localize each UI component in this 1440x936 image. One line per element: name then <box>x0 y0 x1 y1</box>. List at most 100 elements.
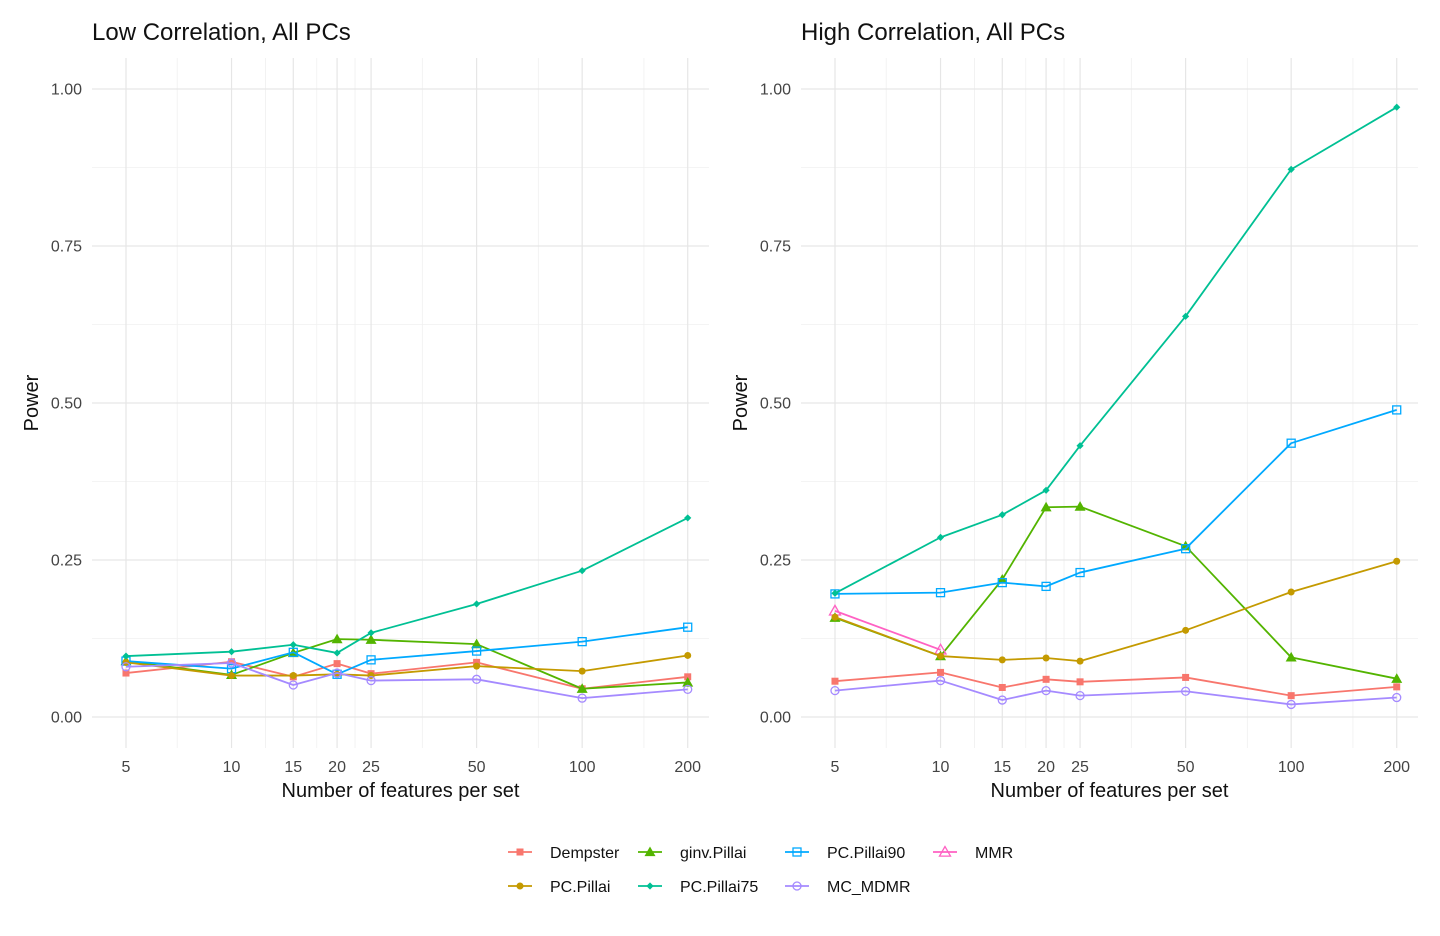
data-point <box>1287 165 1295 173</box>
legend: Dempster ginv.Pillai PC.Pillai90 MMR PC.Pill… <box>508 845 1013 896</box>
x-tick-label: 15 <box>993 759 1011 776</box>
legend-key-marker <box>644 846 656 857</box>
y-tick-label: 0.00 <box>51 710 82 727</box>
y-tick-label: 0.25 <box>51 553 82 570</box>
data-point <box>578 667 586 675</box>
series-mc-mdmr <box>121 658 693 703</box>
data-point <box>997 577 1007 588</box>
series-pc-pillai75 <box>831 103 1401 597</box>
legend-item-pc-pillai75: PC.Pillai75 <box>638 879 758 896</box>
series-line <box>834 671 1397 697</box>
data-point <box>1041 581 1051 592</box>
data-point <box>684 651 692 659</box>
legend-label: MMR <box>975 845 1013 862</box>
data-point <box>576 683 588 693</box>
data-point <box>936 533 945 541</box>
data-point <box>998 656 1006 664</box>
x-tick-label: 50 <box>1177 759 1195 776</box>
data-point <box>935 675 946 686</box>
series-line <box>834 505 1397 680</box>
x-tick-label: 20 <box>328 759 346 776</box>
legend-item-pc-pillai90: PC.Pillai90 <box>785 845 905 862</box>
x-tick-label: 25 <box>1071 759 1089 776</box>
data-point <box>683 622 693 632</box>
data-point <box>831 677 839 685</box>
series-mc-mdmr <box>830 675 1402 710</box>
data-point <box>1042 654 1050 662</box>
y-tick-label: 1.00 <box>51 82 82 99</box>
legend-item-mmr: MMR <box>933 845 1013 862</box>
panel-1: 0.00 0.25 0.50 0.75 1.00 5 10 15 20 25 50 100 200 Low… <box>21 19 709 802</box>
data-point <box>1042 675 1050 683</box>
y-tick-label: 0.25 <box>760 553 791 570</box>
data-point <box>1076 678 1084 686</box>
data-point <box>1180 544 1191 554</box>
data-point <box>366 675 376 686</box>
legend-key-marker <box>792 847 802 857</box>
data-point <box>1393 103 1401 111</box>
data-point <box>830 685 840 696</box>
data-point <box>998 511 1006 519</box>
series-line <box>125 660 688 690</box>
data-point <box>997 695 1007 705</box>
x-tick-label: 50 <box>468 759 486 776</box>
data-point <box>1076 657 1084 665</box>
x-axis-title: Number of features per set <box>991 780 1229 802</box>
data-point <box>1286 438 1296 448</box>
series-pc-pillai90 <box>830 405 1402 599</box>
data-point <box>683 684 693 695</box>
data-point <box>935 588 946 598</box>
x-tick-label: 10 <box>932 759 950 776</box>
data-point <box>289 672 297 680</box>
major-gridlines <box>92 58 709 748</box>
x-tick-label: 5 <box>831 759 840 776</box>
data-point <box>1285 651 1297 662</box>
data-point <box>288 680 298 690</box>
data-point <box>366 655 376 665</box>
data-point <box>577 693 587 703</box>
data-point <box>226 658 237 668</box>
data-point <box>333 649 341 657</box>
data-point <box>471 638 483 649</box>
data-point <box>367 629 375 637</box>
x-tick-label: 200 <box>674 759 701 776</box>
data-point <box>1182 626 1190 634</box>
legend-label: ginv.Pillai <box>680 845 746 862</box>
y-tick-label: 0.75 <box>51 239 82 256</box>
data-point <box>473 662 481 670</box>
data-point <box>331 633 343 644</box>
data-point <box>1041 685 1051 696</box>
data-point <box>1040 501 1052 512</box>
legend-item-pc-pillai: PC.Pillai <box>508 879 610 896</box>
data-point <box>122 669 130 677</box>
series-line <box>834 610 941 651</box>
data-point <box>332 668 342 678</box>
legend-label: MC_MDMR <box>827 879 911 896</box>
data-point <box>1180 686 1191 696</box>
y-tick-label: 0.75 <box>760 239 791 256</box>
data-point <box>1392 692 1402 703</box>
data-point <box>1392 405 1402 415</box>
data-point <box>1182 312 1190 320</box>
data-point <box>1287 692 1295 700</box>
x-tick-label: 20 <box>1037 759 1055 776</box>
data-point <box>473 658 481 666</box>
data-point <box>1287 588 1295 596</box>
panel-2: 0.00 0.25 0.50 0.75 1.00 5 10 15 20 25 50 100 200 Hig… <box>730 19 1418 802</box>
major-gridlines <box>801 58 1418 748</box>
data-point <box>684 514 692 522</box>
legend-key-marker <box>516 882 524 890</box>
y-tick-label: 0.50 <box>760 396 791 413</box>
legend-key-marker <box>516 848 524 856</box>
data-point <box>1075 690 1085 701</box>
data-point <box>1180 540 1192 551</box>
y-axis-title: Power <box>21 374 43 431</box>
data-point <box>1182 673 1190 681</box>
data-point <box>227 648 236 656</box>
data-point <box>937 668 945 676</box>
panel-title: High Correlation, All PCs <box>801 19 1065 46</box>
data-point <box>684 673 692 681</box>
series-mmr <box>828 604 948 655</box>
